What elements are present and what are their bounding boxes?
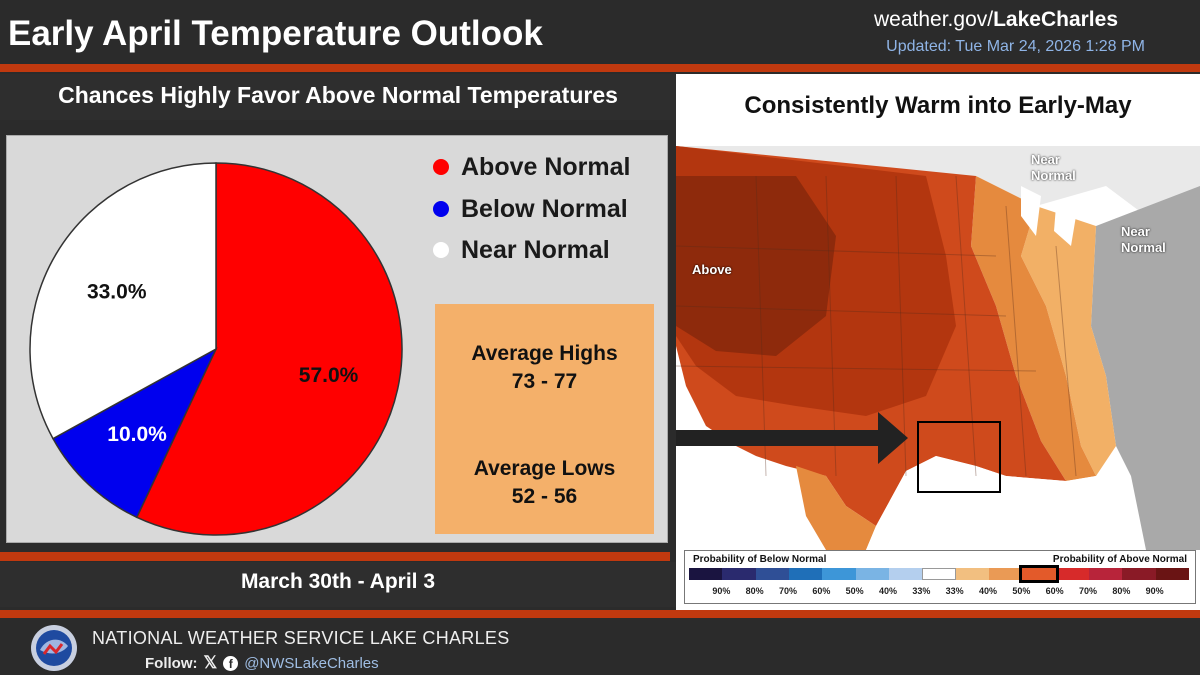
scale-tick-label: 33% <box>945 586 964 596</box>
scale-tick-label: 33% <box>912 586 931 596</box>
average-highs-label: Average Highs <box>471 342 618 365</box>
map-title: Consistently Warm into Early-May <box>744 92 1132 119</box>
scale-color-cell <box>922 568 957 580</box>
outlook-band-80 <box>676 176 836 356</box>
map-label-near-normal-north: Near Normal <box>1031 152 1076 183</box>
follow-label: Follow: <box>145 654 198 672</box>
scale-tick-label: 50% <box>1012 586 1031 596</box>
page-title: Early April Temperature Outlook <box>8 14 543 53</box>
scale-bar: 90% 80% 70% 60% 50% 40% 33% 33% 40% 50% 60% 70% 80% 9… <box>689 565 1190 598</box>
scale-tick-label: 90% <box>1145 586 1164 596</box>
lake-michigan <box>1021 186 1041 236</box>
state-borders <box>676 175 1077 477</box>
legend-item-near: Near Normal <box>433 235 610 265</box>
lake-charles-highlight-box <box>917 421 1001 493</box>
probability-legend: Probability of Below Normal Probability … <box>684 550 1196 604</box>
scale-color-cell <box>789 568 823 580</box>
near-normal-east-region <box>1091 186 1200 550</box>
pie-label-below-normal: 10.0% <box>107 423 167 446</box>
average-lows-range: 52 - 56 <box>511 485 578 508</box>
scale-color-cell <box>722 568 757 580</box>
pie-slice-above-normal <box>135 162 403 536</box>
outlook-map-panel: Consistently Warm into Early-May <box>676 74 1200 610</box>
outlook-band-40 <box>1021 206 1116 476</box>
legend-label-below: Below Normal <box>461 194 628 223</box>
scale-color-cell <box>1089 568 1123 580</box>
social-handle[interactable]: @NWSLakeCharles <box>244 654 379 672</box>
texas-coast-region <box>796 466 876 550</box>
bottom-divider <box>0 610 1200 618</box>
site-office: LakeCharles <box>993 8 1118 31</box>
scale-color-cell <box>989 568 1023 580</box>
scale-tick-label: 80% <box>1112 586 1131 596</box>
scale-color-cell <box>855 568 890 580</box>
subtitle-bar <box>0 74 676 120</box>
chart-subtitle: Chances Highly Favor Above Normal Temper… <box>58 82 618 108</box>
scale-tick-label: 80% <box>745 586 764 596</box>
outlook-band-50 <box>971 176 1096 481</box>
scale-tick-label: 60% <box>1045 586 1064 596</box>
legend-swatch-above <box>433 159 449 175</box>
nws-logo-icon <box>31 625 77 671</box>
scale-tick-label: 40% <box>879 586 898 596</box>
scale-color-cell <box>1155 568 1190 580</box>
gulf-of-mexico <box>866 456 1126 550</box>
updated-timestamp: Updated: Tue Mar 24, 2026 1:28 PM <box>886 38 1145 55</box>
legend-label-above: Above Normal <box>461 152 631 181</box>
pie-chart: 57.0% 10.0% 33.0% <box>29 162 403 536</box>
scale-color-cell <box>755 568 790 580</box>
social-follow: Follow: 𝕏 f @NWSLakeCharles <box>145 653 379 673</box>
facebook-icon[interactable]: f <box>223 655 239 671</box>
scale-color-cell <box>1019 565 1060 583</box>
scale-tick-label: 70% <box>1079 586 1098 596</box>
pie-label-near-normal: 33.0% <box>87 280 147 303</box>
scale-color-cell <box>889 568 923 580</box>
date-range: March 30th - April 3 <box>240 570 436 593</box>
pie-label-above-normal: 57.0% <box>299 364 359 387</box>
date-bar <box>0 562 676 607</box>
scale-tick-label: 50% <box>845 586 864 596</box>
scale-color-cell <box>1055 568 1090 580</box>
map-label-above: Above <box>692 262 732 277</box>
lake-huron <box>1054 206 1076 246</box>
pie-slice-below-normal <box>51 347 218 519</box>
scale-color-cell <box>955 568 990 580</box>
scale-tick-label: 90% <box>712 586 731 596</box>
x-icon[interactable]: 𝕏 <box>203 653 218 672</box>
legend-swatch-below <box>433 201 449 217</box>
average-highs-range: 73 - 77 <box>511 370 578 393</box>
left-bottom-divider <box>0 552 670 561</box>
scale-tick-label: 70% <box>779 586 798 596</box>
averages-box: Average Highs 73 - 77 Average Lows 52 - … <box>435 304 654 534</box>
legend-label-near: Near Normal <box>461 235 610 264</box>
footer-office-name: NATIONAL WEATHER SERVICE LAKE CHARLES <box>92 628 510 648</box>
scale-color-cell <box>822 568 857 580</box>
legend-swatch-near <box>433 242 449 258</box>
legend-item-below: Below Normal <box>433 194 628 224</box>
arrow-icon <box>676 412 908 464</box>
pie-slice-near-normal <box>29 162 217 440</box>
scale-below-label: Probability of Below Normal <box>693 554 827 565</box>
legend-item-above: Above Normal <box>433 152 630 182</box>
website-link[interactable]: weather.gov/LakeCharles <box>874 8 1118 32</box>
top-divider <box>0 64 1200 72</box>
scale-tick-label: 60% <box>812 586 831 596</box>
map-label-near-normal-east: Near Normal <box>1121 224 1166 255</box>
scale-color-cell <box>689 568 723 580</box>
scale-tick-label: 40% <box>979 586 998 596</box>
average-lows-label: Average Lows <box>473 457 616 480</box>
scale-above-label: Probability of Above Normal <box>1052 554 1187 565</box>
site-prefix: weather.gov/ <box>874 8 994 31</box>
scale-color-cell <box>1122 568 1157 580</box>
outlook-map <box>676 146 1200 550</box>
